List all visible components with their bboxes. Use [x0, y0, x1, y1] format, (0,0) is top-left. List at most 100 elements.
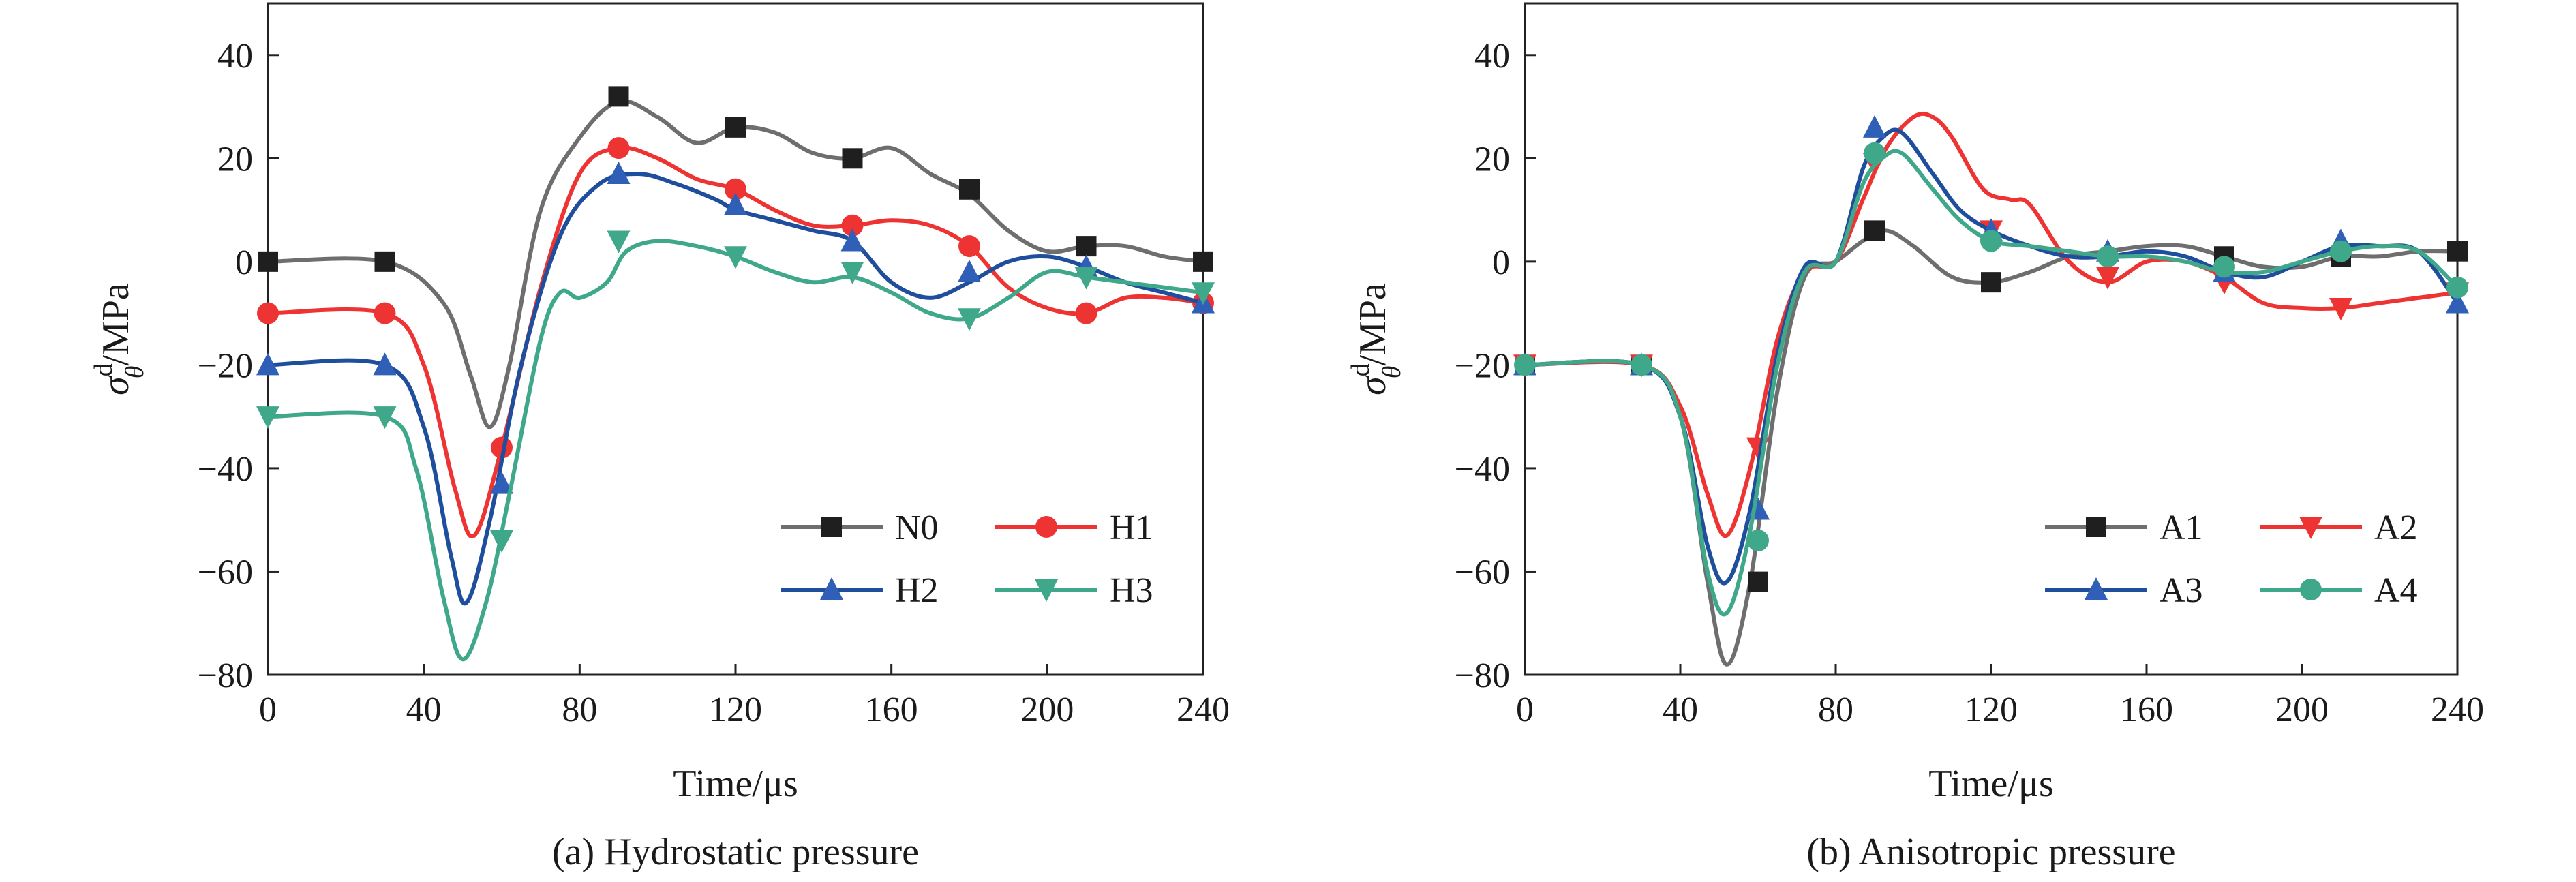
series-A4: [1514, 142, 2468, 617]
series-point: [958, 260, 981, 282]
series-point: [2446, 290, 2469, 314]
x-axis-label: Time/μs: [1928, 763, 2054, 805]
legend-item: H1: [995, 508, 1153, 547]
legend-label: H2: [895, 571, 939, 610]
series-point: [2447, 241, 2468, 262]
series-line: [267, 99, 1204, 429]
chart-caption: (a) Hydrostatic pressure: [552, 831, 919, 873]
series-point: [256, 406, 279, 429]
series-point: [1747, 530, 1769, 551]
series-line: [1524, 149, 2459, 617]
series-point: [725, 117, 746, 138]
x-tick-label: 0: [259, 690, 277, 729]
series-point: [2097, 245, 2119, 268]
legend-label: A3: [2160, 571, 2203, 610]
y-axis-label: σd θ/MPa: [89, 283, 149, 395]
x-tick-label: 120: [1965, 690, 2018, 729]
series-point: [1074, 267, 1098, 290]
series-point: [840, 262, 864, 284]
series-H2: [256, 162, 1215, 606]
x-tick-label: 200: [2275, 690, 2329, 729]
series-line: [1524, 127, 2459, 586]
series-point: [374, 251, 395, 272]
series-point: [490, 471, 513, 494]
series-point: [607, 137, 630, 159]
series-point: [1631, 354, 1652, 376]
series-point: [1514, 354, 1536, 376]
chart-panel-hydrostatic: 0 40 80 120 160 200 240 −80 −60 −40 −20 0 20 40 Time/μ…: [89, 2, 1230, 873]
series-point: [959, 179, 980, 200]
series-point: [958, 308, 981, 331]
x-tick-label: 40: [1663, 690, 1698, 729]
y-tick-label: −80: [198, 656, 253, 695]
y-tick-label: −40: [198, 450, 253, 489]
series-point: [2213, 256, 2235, 278]
legend-label: A2: [2374, 508, 2418, 547]
series-point: [724, 192, 747, 215]
chart-panel-anisotropic: 0 40 80 120 160 200 240 −80 −60 −40 −20 0 20 40 Time/μ…: [1346, 2, 2484, 873]
series-point: [2329, 298, 2352, 321]
legend-marker: [1035, 516, 1057, 538]
series-point: [1863, 115, 1886, 138]
legend-item: N0: [781, 508, 939, 547]
x-tick-label: 240: [2431, 690, 2484, 729]
legend-item: A4: [2260, 571, 2418, 610]
legend-marker: [820, 577, 843, 600]
legend-label: A1: [2160, 508, 2203, 547]
y-tick-label: −60: [198, 553, 253, 592]
series-line: [267, 145, 1204, 539]
legend-label: H3: [1110, 571, 1153, 610]
series-point: [258, 251, 278, 272]
y-tick-label: −40: [1455, 450, 1510, 489]
plot-frame: [1524, 2, 2459, 676]
series-point: [958, 235, 980, 258]
series-point: [1076, 236, 1097, 257]
plot-frame: [267, 2, 1204, 676]
legend-marker: [2085, 577, 2108, 600]
legend-item: H3: [995, 571, 1153, 610]
series-A3: [1513, 115, 2469, 586]
legend-item: H2: [781, 571, 939, 610]
series-line: [267, 239, 1204, 662]
legend-item: A1: [2045, 508, 2203, 547]
series-point: [2096, 267, 2119, 290]
series-line: [1524, 228, 2458, 667]
y-tick-label: 0: [1492, 243, 1510, 282]
legend-label: H1: [1110, 508, 1153, 547]
legend-marker: [2086, 517, 2106, 537]
series-point: [1864, 220, 1885, 241]
y-tick-label: −20: [1455, 346, 1510, 385]
y-tick-label: 40: [217, 37, 253, 76]
series-point: [256, 352, 279, 376]
x-tick-label: 160: [2120, 690, 2173, 729]
legend-marker: [2300, 579, 2322, 600]
y-axis-label: σd θ/MPa: [1346, 283, 1406, 395]
legend: N0 H1 H2 H3: [781, 508, 1153, 610]
series-point: [373, 406, 397, 429]
y-tick-label: 0: [235, 243, 253, 282]
x-tick-label: 160: [865, 690, 918, 729]
series-line: [267, 172, 1204, 606]
series-point: [1075, 302, 1097, 324]
y-tick-label: −80: [1455, 656, 1510, 695]
series-point: [608, 86, 629, 107]
series-point: [1864, 142, 1885, 164]
series-point: [607, 162, 631, 185]
x-tick-label: 120: [709, 690, 762, 729]
x-tick-label: 240: [1177, 690, 1230, 729]
series-point: [1981, 272, 2001, 293]
series-point: [1192, 282, 1215, 305]
series-point: [1748, 571, 1768, 592]
y-tick-label: 20: [217, 140, 253, 179]
series-point: [842, 148, 863, 169]
x-tick-label: 200: [1020, 690, 1074, 729]
series-A1: [1515, 220, 2468, 667]
legend-label: N0: [895, 508, 939, 547]
series-N0: [258, 86, 1213, 429]
legend-label: A4: [2374, 571, 2418, 610]
series-point: [724, 246, 747, 269]
series-point: [373, 352, 397, 376]
y-tick-label: −60: [1455, 553, 1510, 592]
series-point: [374, 302, 396, 324]
